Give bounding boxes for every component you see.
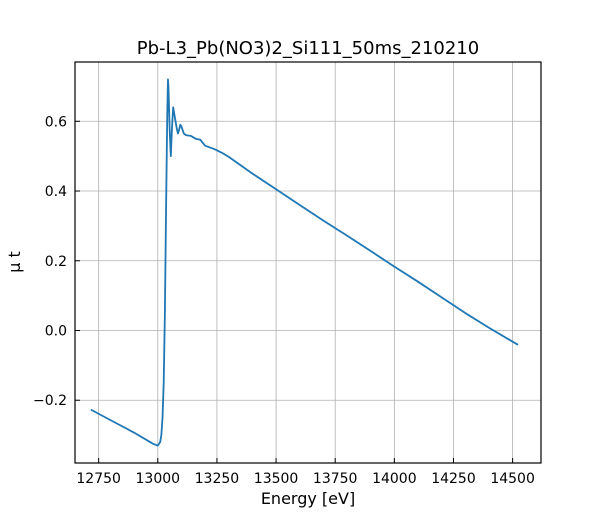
series-line — [90, 78, 519, 447]
x-tick-label: 14000 — [372, 471, 417, 487]
y-tick-label: −0.2 — [33, 393, 67, 409]
x-axis-label: Energy [eV] — [261, 489, 355, 508]
series-layer — [90, 78, 519, 447]
grid-layer — [75, 62, 541, 463]
y-tick-label: 0.0 — [45, 323, 67, 339]
y-tick-label: 0.4 — [45, 184, 67, 200]
x-tick-label: 14250 — [431, 471, 476, 487]
x-tick-label: 12750 — [76, 471, 121, 487]
x-tick-label: 14500 — [490, 471, 535, 487]
y-tick-label: 0.2 — [45, 254, 67, 270]
x-tick-label: 13500 — [254, 471, 299, 487]
x-tick-label: 13000 — [136, 471, 181, 487]
tick-layer: 12750 13000 13250 13500 13750 14000 14250 14500… — [33, 114, 535, 487]
chart-title: Pb-L3_Pb(NO3)2_Si111_50ms_210210 — [137, 38, 479, 59]
plot-frame — [74, 61, 542, 464]
x-tick-label: 13750 — [313, 471, 358, 487]
y-axis-label: μ t — [5, 251, 24, 273]
x-tick-label: 13250 — [195, 471, 240, 487]
y-tick-label: 0.6 — [45, 114, 67, 130]
